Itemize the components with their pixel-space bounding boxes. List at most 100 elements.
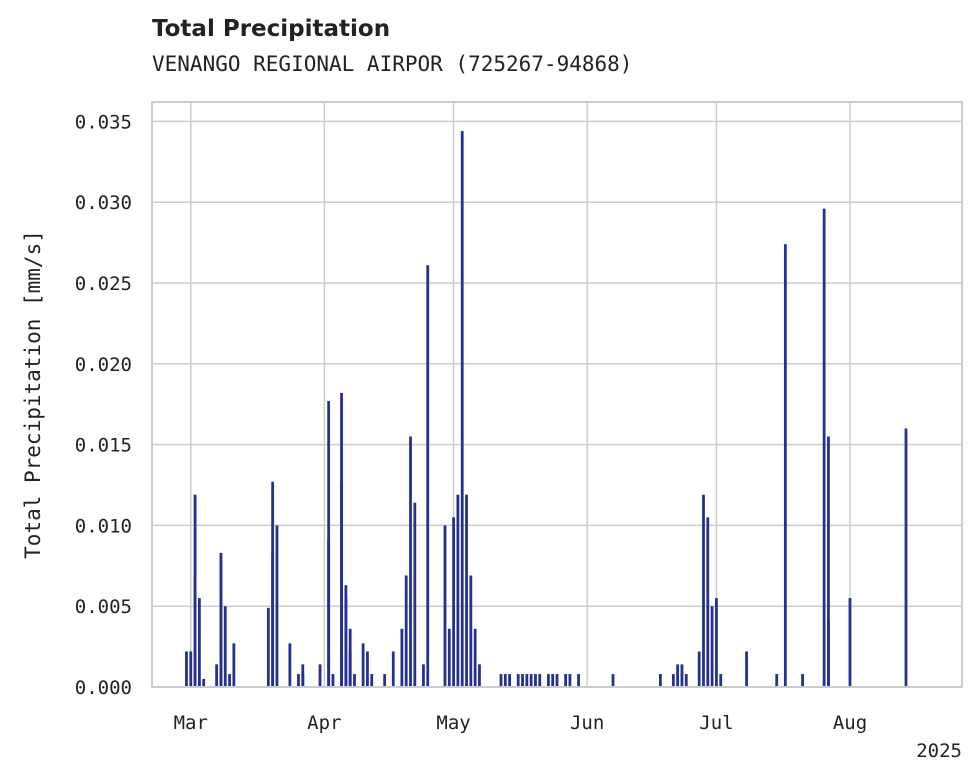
y-tick-label: 0.035 xyxy=(75,111,132,133)
precip-bar xyxy=(370,674,374,687)
precip-bar xyxy=(775,674,779,687)
precip-bar xyxy=(827,620,830,687)
y-tick-label: 0.030 xyxy=(75,192,132,214)
precip-bar xyxy=(426,265,430,687)
x-tick-label: Apr xyxy=(307,712,341,734)
precip-bar xyxy=(232,643,236,687)
precip-bar xyxy=(340,481,343,687)
x-tick-label: Jun xyxy=(570,712,604,734)
precip-bar xyxy=(745,651,748,687)
precip-bar xyxy=(185,651,188,687)
precip-bar xyxy=(551,674,555,687)
precip-bar xyxy=(275,525,279,687)
precip-bar xyxy=(706,517,710,687)
precip-bar xyxy=(680,664,684,687)
precip-bar xyxy=(391,651,395,687)
precip-bar xyxy=(197,598,201,687)
precip-bar xyxy=(499,674,503,687)
precip-bar xyxy=(456,494,460,687)
precip-bar xyxy=(443,525,447,687)
y-tick-label: 0.005 xyxy=(75,596,132,618)
precip-bar xyxy=(904,428,908,687)
precip-bar xyxy=(366,651,369,687)
precip-bar xyxy=(223,606,227,687)
precip-bar xyxy=(219,552,223,687)
x-tick-label: Jul xyxy=(699,712,733,734)
y-tick-label: 0.000 xyxy=(75,677,132,699)
precip-bar xyxy=(568,674,572,687)
x-axis-ticks: Mar Apr May Jun Jul Aug xyxy=(174,712,868,734)
precip-bar xyxy=(783,244,787,687)
precip-bar xyxy=(193,494,197,687)
precip-bar xyxy=(676,664,680,687)
precip-bar xyxy=(327,400,331,687)
precip-bar xyxy=(400,628,404,687)
precip-bar xyxy=(710,606,714,687)
precip-bar xyxy=(525,674,529,687)
precip-bar xyxy=(353,674,356,687)
precip-bar xyxy=(827,436,830,687)
y-tick-label: 0.020 xyxy=(75,354,132,376)
precip-bar xyxy=(409,436,412,687)
y-tick-label: 0.025 xyxy=(75,273,132,295)
precip-bar xyxy=(516,674,520,687)
precip-bar xyxy=(577,674,580,687)
x-axis-year-label: 2025 xyxy=(916,740,962,762)
precip-bar xyxy=(564,674,568,687)
grid-lines xyxy=(152,102,962,688)
precip-bar xyxy=(801,674,804,687)
precip-bar xyxy=(413,502,417,687)
precip-bar xyxy=(611,674,615,687)
precip-bar xyxy=(271,481,275,687)
precip-bar xyxy=(555,674,559,687)
precip-bar xyxy=(422,664,425,687)
precip-bar xyxy=(503,674,507,687)
bars-group xyxy=(185,131,908,688)
x-tick-label: May xyxy=(436,712,470,734)
precip-bar xyxy=(848,598,852,687)
precip-bar xyxy=(348,651,352,687)
x-tick-label: Mar xyxy=(174,712,208,734)
precip-bar xyxy=(331,674,335,687)
precip-bar xyxy=(465,494,468,687)
precip-bar xyxy=(822,208,826,687)
y-axis-label: Total Precipitation [mm/s] xyxy=(21,230,45,559)
precip-bar xyxy=(447,628,451,687)
precip-bar xyxy=(318,664,322,687)
precip-bar xyxy=(383,674,387,687)
precip-bar xyxy=(460,131,464,688)
precip-bar xyxy=(538,674,542,687)
precip-bar xyxy=(288,643,292,687)
y-tick-label: 0.010 xyxy=(75,515,132,537)
precip-bar xyxy=(344,598,348,687)
precip-bar xyxy=(659,674,662,687)
precip-bar xyxy=(266,607,270,687)
precip-bar xyxy=(671,674,675,687)
precip-bar xyxy=(452,517,455,687)
precip-bar xyxy=(529,674,533,687)
precip-bar xyxy=(508,674,512,687)
precip-bar xyxy=(702,494,705,687)
precip-bar xyxy=(202,678,206,687)
chart-title: Total Precipitation xyxy=(152,16,391,42)
precip-bar xyxy=(473,628,477,687)
precip-bar xyxy=(478,664,481,687)
precip-bar xyxy=(697,651,701,687)
plot-frame xyxy=(151,101,963,688)
precip-bar xyxy=(297,674,300,687)
precip-bar xyxy=(469,575,473,687)
precip-bar xyxy=(404,575,408,687)
precip-bar xyxy=(361,643,365,687)
x-tick-label: Aug xyxy=(833,712,867,734)
precip-bar xyxy=(228,674,231,687)
precip-bar xyxy=(546,674,550,687)
precip-bar xyxy=(534,674,537,687)
y-axis-ticks: 0.000 0.005 0.010 0.015 0.020 0.025 0.030 0.035 xyxy=(75,111,132,699)
precip-bar xyxy=(189,651,193,687)
chart-subtitle: VENANGO REGIONAL AIRPOR (725267-94868) xyxy=(152,52,633,76)
precip-bar xyxy=(684,674,688,687)
precip-bar xyxy=(521,674,524,687)
precip-bar xyxy=(715,598,718,687)
precip-bar xyxy=(719,674,723,687)
